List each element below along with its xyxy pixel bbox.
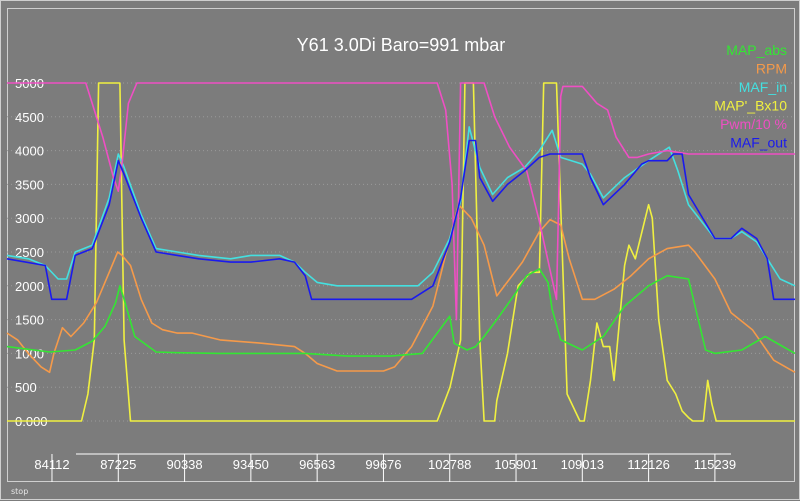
legend-entry: MAF_out: [730, 135, 787, 151]
series-line-maf-in: [6, 126, 796, 287]
x-tick-label: 84112: [34, 457, 69, 472]
x-tick-label: 109013: [561, 457, 604, 472]
series-lines: [6, 82, 796, 422]
x-tick-label: 102788: [428, 457, 471, 472]
plot-frame: [7, 8, 795, 482]
y-tick-label: 2500: [15, 245, 44, 260]
legend-entry: MAP_abs: [726, 42, 787, 58]
y-tick-label: 3000: [15, 211, 44, 226]
y-tick-label: 3500: [15, 177, 44, 192]
x-tick-label: 90338: [166, 457, 202, 472]
y-axis-ticks: 0.00050010001500200025003000350040004500…: [15, 76, 48, 429]
y-tick-label: 500: [15, 380, 37, 395]
x-axis-ticks: 84112 87225 90338 93450 96563 99676 102788 1059…: [34, 453, 736, 482]
y-tick-label: 2000: [15, 279, 44, 294]
status-text: stop: [11, 487, 29, 496]
x-tick-label: 112126: [627, 457, 669, 472]
legend-entry: RPM: [756, 61, 787, 77]
x-tick-label: 93450: [233, 457, 269, 472]
y-tick-label: 1500: [15, 313, 44, 328]
chart-title: Y61 3.0Di Baro=991 mbar: [297, 35, 506, 55]
y-tick-label: 4500: [15, 110, 44, 125]
x-tick-label: 115239: [694, 457, 736, 472]
x-tick-label: 96563: [299, 457, 335, 472]
series-line-pwm-10: [7, 82, 795, 321]
series-line-rpm: [6, 203, 796, 374]
x-tick-label: 105901: [494, 457, 537, 472]
x-tick-label: 87225: [100, 457, 136, 472]
series-line-maf-out: [6, 139, 795, 301]
series-line-map-abs: [6, 268, 796, 357]
x-tick-label: 99676: [365, 457, 401, 472]
legend-entry: Pwm/10 %: [720, 116, 787, 132]
legend-entry: MAF_in: [739, 79, 787, 95]
legend: MAP_abs RPM MAF_in MAP'_Bx10 Pwm/10 % MAF_out: [714, 42, 787, 151]
y-tick-label: 4000: [15, 144, 44, 159]
series-line-map-bx10: [7, 82, 795, 422]
legend-entry: MAP'_Bx10: [714, 98, 787, 114]
